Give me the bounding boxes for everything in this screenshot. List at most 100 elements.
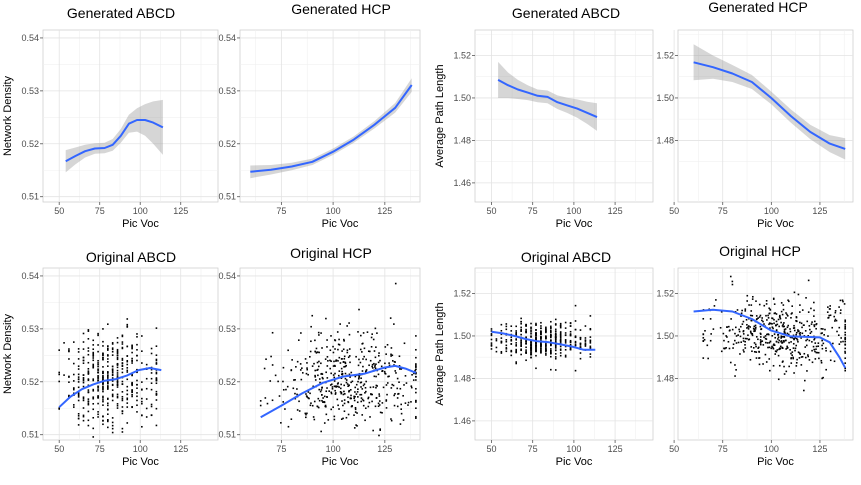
x-tick-label: 50 xyxy=(669,444,679,454)
y-axis-label: Average Path Length xyxy=(434,64,446,167)
data-point xyxy=(102,340,104,343)
smooth-line xyxy=(58,367,162,408)
data-point xyxy=(337,343,340,346)
data-point xyxy=(111,395,114,398)
x-tick-label: 125 xyxy=(173,206,188,216)
data-point xyxy=(360,400,363,403)
data-point xyxy=(107,408,109,411)
data-point xyxy=(299,369,302,371)
data-point xyxy=(755,351,758,353)
data-point xyxy=(121,383,124,386)
data-point xyxy=(97,377,99,380)
data-point xyxy=(535,338,537,341)
data-point xyxy=(844,369,847,372)
data-point xyxy=(150,414,153,416)
y-tick-label: 0.53 xyxy=(21,86,39,96)
data-point xyxy=(155,359,158,362)
data-point xyxy=(525,351,527,353)
data-point xyxy=(530,352,532,355)
data-point xyxy=(815,323,817,326)
data-point xyxy=(404,375,407,377)
data-point xyxy=(343,355,346,358)
data-point xyxy=(742,320,745,323)
data-point xyxy=(782,323,784,326)
data-point xyxy=(378,395,381,397)
data-point xyxy=(804,356,807,359)
data-point xyxy=(87,419,90,422)
y-tick-label: 0.53 xyxy=(218,86,236,96)
data-point xyxy=(325,390,328,393)
data-point xyxy=(141,335,143,337)
data-point xyxy=(764,337,767,340)
data-point xyxy=(97,396,99,398)
data-point xyxy=(343,366,345,368)
data-point xyxy=(844,323,847,326)
data-point xyxy=(744,310,747,312)
data-point xyxy=(385,399,388,401)
data-point xyxy=(574,342,577,344)
data-point xyxy=(510,339,513,342)
data-point xyxy=(809,328,811,331)
data-point xyxy=(299,363,302,365)
data-point xyxy=(121,364,124,367)
data-point xyxy=(121,391,124,393)
data-point xyxy=(141,388,143,391)
data-point xyxy=(126,398,129,401)
data-point xyxy=(126,385,129,388)
data-point xyxy=(505,350,508,353)
data-point xyxy=(775,324,777,327)
data-point xyxy=(349,376,351,378)
data-point xyxy=(844,320,847,323)
data-point xyxy=(791,351,794,353)
data-point xyxy=(584,339,587,341)
data-point xyxy=(709,318,712,320)
data-point xyxy=(359,348,362,351)
data-point xyxy=(415,379,417,381)
data-point xyxy=(271,364,274,366)
data-point xyxy=(559,354,562,357)
data-point xyxy=(121,412,124,415)
data-point xyxy=(347,356,350,359)
data-point xyxy=(747,338,750,341)
data-point xyxy=(338,386,340,388)
data-point xyxy=(87,378,90,380)
data-point xyxy=(505,323,508,325)
data-point xyxy=(126,397,129,400)
data-point xyxy=(87,410,90,413)
data-point xyxy=(535,334,537,337)
data-point xyxy=(111,342,114,344)
data-point xyxy=(530,344,532,346)
data-point xyxy=(525,346,527,349)
data-point xyxy=(749,326,751,328)
data-point xyxy=(380,365,383,368)
data-point xyxy=(343,358,346,360)
data-point xyxy=(111,354,114,356)
data-point xyxy=(530,336,532,338)
data-point xyxy=(354,391,356,393)
data-point xyxy=(77,376,80,378)
data-point xyxy=(107,386,109,389)
data-point xyxy=(313,418,316,421)
data-point xyxy=(92,366,95,368)
data-point xyxy=(806,320,809,323)
data-point xyxy=(569,339,572,342)
data-point xyxy=(362,399,365,402)
data-point xyxy=(107,371,109,373)
data-point xyxy=(742,340,745,342)
data-point xyxy=(554,332,557,334)
data-point xyxy=(391,354,394,357)
data-point xyxy=(554,328,557,331)
data-point xyxy=(530,331,532,333)
data-point xyxy=(559,325,562,327)
data-point xyxy=(759,343,762,346)
data-point xyxy=(773,322,775,325)
data-point xyxy=(793,372,795,374)
y-tick-label: 1.50 xyxy=(656,93,674,103)
data-point xyxy=(97,411,99,413)
data-point xyxy=(731,328,734,331)
data-point xyxy=(764,353,767,356)
data-point xyxy=(348,322,350,324)
x-axis-label: Pic Voc xyxy=(322,218,359,230)
data-point xyxy=(545,328,547,331)
